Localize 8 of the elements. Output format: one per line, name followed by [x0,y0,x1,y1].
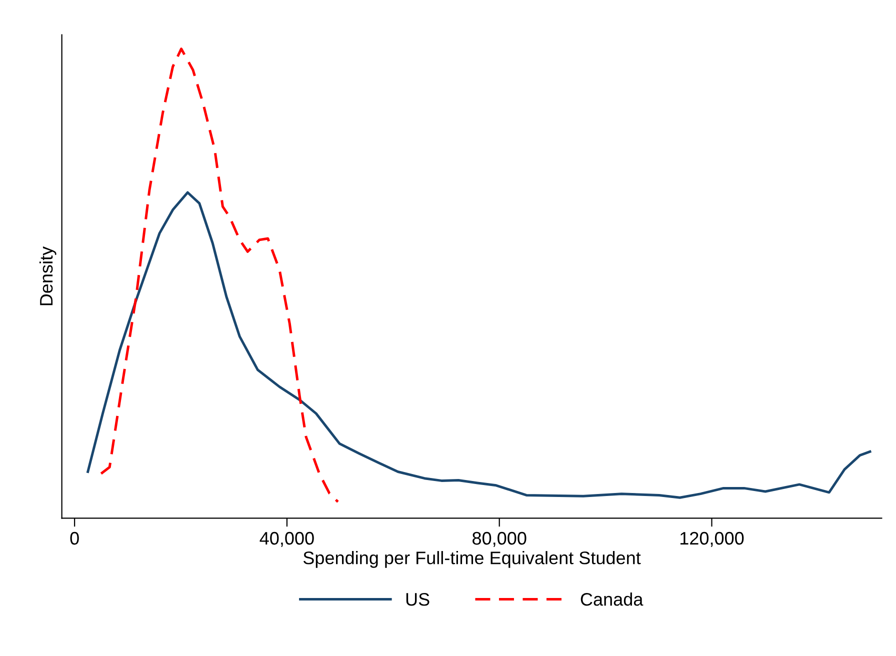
x-tick-label: 0 [70,532,79,545]
x-tick-label: 40,000 [260,532,314,547]
x-tick-label: 120,000 [680,532,744,547]
legend-label: Canada [580,592,644,606]
x-axis-title: Spending per Full-time Equivalent Student [303,551,641,568]
y-axis-title: Density [39,246,56,306]
legend-label: US [406,592,430,606]
x-tick-label: 80,000 [472,532,526,547]
